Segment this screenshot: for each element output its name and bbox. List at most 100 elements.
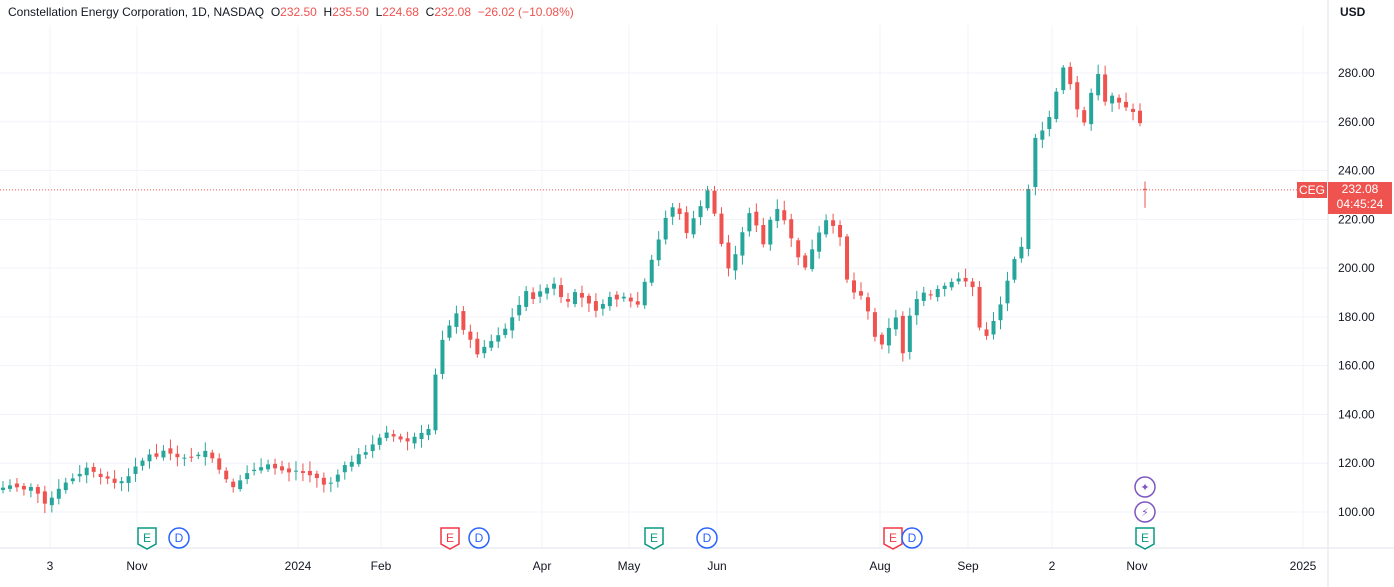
currency-button[interactable]: USD xyxy=(1340,5,1366,19)
svg-text:D: D xyxy=(908,531,917,545)
earnings-badge[interactable]: E xyxy=(883,527,903,550)
lightning-icon[interactable]: ⚡ xyxy=(1134,501,1156,523)
candle-body xyxy=(1040,130,1045,140)
candle-body xyxy=(586,295,591,304)
candle-body xyxy=(461,311,466,330)
candle-body xyxy=(342,465,347,473)
svg-text:D: D xyxy=(175,531,184,545)
candle-body xyxy=(810,249,815,270)
candle-body xyxy=(803,255,808,268)
candle-body xyxy=(893,317,898,330)
candle-body xyxy=(552,283,557,289)
candle-body xyxy=(370,444,375,452)
earnings-badge[interactable]: E xyxy=(137,527,157,550)
candle-body xyxy=(56,488,61,499)
candle-body xyxy=(426,428,431,436)
svg-text:D: D xyxy=(703,531,712,545)
candle-body xyxy=(579,293,584,298)
earnings-badge[interactable]: E xyxy=(1135,527,1155,550)
high-label: H xyxy=(323,5,333,19)
candle-body xyxy=(858,291,863,296)
candle-body xyxy=(970,281,975,288)
candle-body xyxy=(91,466,96,472)
dividend-badge[interactable]: D xyxy=(468,527,490,549)
candle-body xyxy=(628,297,633,302)
candle-body xyxy=(705,190,710,209)
y-tick-label: 140.00 xyxy=(1338,407,1375,421)
candle-body xyxy=(642,281,647,306)
y-tick-label: 280.00 xyxy=(1338,66,1375,80)
candle-body xyxy=(977,286,982,328)
sparkle-icon[interactable]: ✦ xyxy=(1134,476,1156,498)
candle-body xyxy=(510,317,515,331)
x-tick-label: 2 xyxy=(1049,559,1056,573)
candle-body xyxy=(63,482,68,491)
high-value: 235.50 xyxy=(332,5,369,19)
candle-body xyxy=(35,487,40,494)
x-tick-label: 2025 xyxy=(1290,559,1317,573)
candle-body xyxy=(600,304,605,309)
candle-body xyxy=(559,285,564,298)
candle-body xyxy=(524,291,529,307)
candle-body xyxy=(273,463,278,469)
candle-body xyxy=(391,434,396,437)
change-value: −26.02 (−10.08%) xyxy=(477,5,574,19)
candle-body xyxy=(1061,67,1066,91)
y-tick-label: 240.00 xyxy=(1338,164,1375,178)
candle-body xyxy=(182,457,187,459)
candle-body xyxy=(817,232,822,252)
x-tick-label: Aug xyxy=(869,559,890,573)
dividend-badge[interactable]: D xyxy=(168,527,190,549)
candle-body xyxy=(914,299,919,316)
candle-body xyxy=(419,432,424,440)
candle-body xyxy=(224,470,229,480)
interval[interactable]: 1D xyxy=(191,5,207,19)
candle-body xyxy=(7,485,12,489)
symbol-price-tag: CEG xyxy=(1297,182,1327,198)
x-tick-label: Jun xyxy=(707,559,726,573)
candle-body xyxy=(1012,259,1017,280)
candle-body xyxy=(991,320,996,335)
candle-body xyxy=(621,296,626,299)
candle-body xyxy=(377,437,382,445)
x-tick-label: Nov xyxy=(126,559,147,573)
earnings-badge[interactable]: E xyxy=(440,527,460,550)
candle-body xyxy=(635,301,640,305)
candle-body xyxy=(649,259,654,283)
last-price-value: 232.08 xyxy=(1341,182,1379,196)
candle-body xyxy=(1047,117,1052,130)
candle-body xyxy=(768,219,773,245)
candle-body xyxy=(1089,92,1094,125)
candle-body xyxy=(845,236,850,280)
x-tick-label: Apr xyxy=(533,559,552,573)
candle-body xyxy=(105,476,110,479)
dividend-badge[interactable]: D xyxy=(696,527,718,549)
candle-body xyxy=(412,436,417,444)
candle-body xyxy=(189,456,194,458)
candle-body xyxy=(712,190,717,214)
candle-body xyxy=(740,232,745,256)
svg-text:E: E xyxy=(889,531,897,545)
candle-body xyxy=(238,480,243,490)
candle-body xyxy=(433,374,438,431)
x-tick-label: Sep xyxy=(957,559,979,573)
candle-body xyxy=(196,454,201,457)
candle-body xyxy=(593,301,598,311)
candle-body xyxy=(328,482,333,484)
candle-body xyxy=(942,285,947,289)
candle-body xyxy=(84,467,89,476)
last-price-tag: 232.08 04:45:24 xyxy=(1328,182,1392,214)
last-candle-body xyxy=(1143,188,1147,190)
candle-body xyxy=(852,280,857,293)
candle-body xyxy=(1082,110,1087,123)
dividend-badge[interactable]: D xyxy=(901,527,923,549)
candle-body xyxy=(1054,91,1059,119)
candle-body xyxy=(998,304,1003,321)
candle-body xyxy=(572,292,577,305)
candle-body xyxy=(126,476,131,483)
candle-body xyxy=(252,469,257,472)
svg-text:⚡: ⚡ xyxy=(1141,506,1149,519)
candle-body xyxy=(949,281,954,288)
earnings-badge[interactable]: E xyxy=(644,527,664,550)
